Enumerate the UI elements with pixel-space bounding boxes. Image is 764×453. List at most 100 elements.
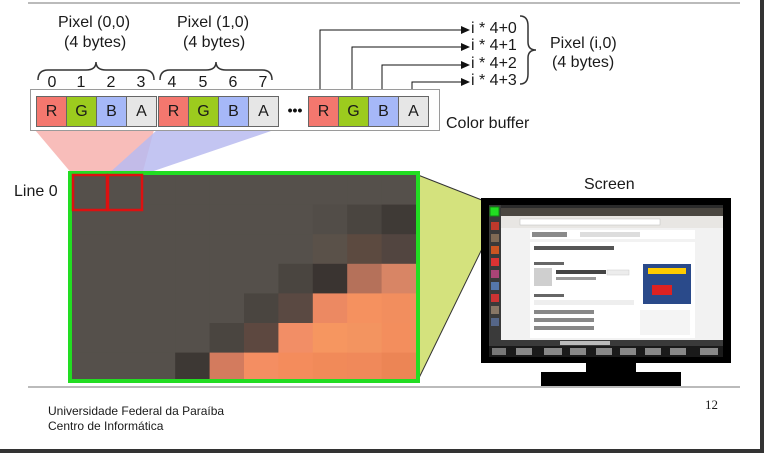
zoomed-pixel [209,263,245,294]
zoomed-pixel [106,293,142,324]
zoomed-pixel [72,175,107,206]
zoomed-pixel [347,323,383,354]
zoomed-pixel [106,175,142,206]
zoomed-pixel [209,175,245,206]
zoomed-pixel [278,293,314,324]
zoomed-pixel [140,323,176,354]
offset-2: i * 4+2 [471,55,517,72]
zoomed-pixel [106,323,142,354]
buffer-cell: A [126,96,157,127]
zoomed-pixel [72,323,107,354]
screen-label: Screen [584,176,635,193]
zoomed-pixel [209,323,245,354]
zoomed-pixel [106,234,142,265]
zoomed-pixel [347,293,383,324]
byte-index: 7 [258,74,268,91]
zoomed-pixel [312,234,348,265]
zoomed-pixel [278,323,314,354]
zoomed-pixel [72,234,107,265]
buffer-cell: B [368,96,399,127]
zoomed-pixel [381,352,417,383]
zoomed-pixel [347,175,383,206]
zoomed-pixel [278,204,314,235]
offsets-brace [519,15,537,85]
zoomed-pixel [381,204,417,235]
zoomed-pixel [175,352,211,383]
pixel1-title: Pixel (1,0) [177,14,250,31]
buffer-cell: A [248,96,279,127]
pixel0-brace [37,61,155,81]
zoomed-pixel [347,352,383,383]
zoomed-pixel [106,263,142,294]
offset-0: i * 4+0 [471,20,517,37]
offset-3: i * 4+3 [471,72,517,89]
zoomed-pixel [312,352,348,383]
zoomed-pixel [106,352,142,383]
zoomed-pixel [244,293,279,324]
zoomed-pixel [175,293,211,324]
zoomed-pixel [140,293,176,324]
zoomed-pixel [381,234,417,265]
pixelI-size: (4 bytes) [552,54,615,71]
byte-index: 2 [106,74,116,91]
line-label: Line 0 [14,183,58,200]
zoomed-pixel [381,293,417,324]
zoomed-pixel [140,204,176,235]
byte-index: 4 [167,74,177,91]
screen-zoom-projection [418,175,500,380]
pixel0-size: (4 bytes) [64,34,127,51]
zoomed-pixel [347,263,383,294]
zoomed-pixel [209,293,245,324]
buffer-ellipsis: ••• [287,102,303,118]
buffer-cell: G [188,96,219,127]
byte-index: 5 [198,74,208,91]
color-buffer-label: Color buffer [446,115,530,132]
zoomed-pixel [381,323,417,354]
offset-arrows [319,29,464,94]
footer-university: Universidade Federal da Paraíba [48,404,225,418]
zoomed-pixel [175,175,211,206]
buffer-cell: A [398,96,429,127]
page-number: 12 [705,397,718,412]
zoomed-pixel [244,323,279,354]
color-buffer: R G B A R G B A ••• R G B A [30,89,440,131]
zoomed-pixel [381,263,417,294]
zoomed-pixel [278,352,314,383]
pixelI-title: Pixel (i,0) [550,35,617,52]
byte-index: 6 [228,74,238,91]
zoomed-pixel [312,204,348,235]
zoomed-pixel [347,204,383,235]
zoomed-pixel [72,293,107,324]
footer-center: Centro de Informática [48,419,164,433]
byte-index: 3 [136,74,146,91]
zoomed-pixel [175,204,211,235]
zoomed-pixel-grid [72,175,417,383]
zoomed-pixel [278,234,314,265]
pixel1-highlight [106,173,144,212]
pixel1-projection [107,130,274,175]
zoomed-pixel [140,234,176,265]
zoomed-pixel [209,352,245,383]
zoomed-pixel [209,204,245,235]
buffer-cell: R [36,96,67,127]
buffer-cell: B [96,96,127,127]
buffer-cell: B [218,96,249,127]
zoomed-pixel [72,263,107,294]
zoomed-pixel [312,263,348,294]
screen-monitor [481,198,731,386]
zoomed-pixel [72,352,107,383]
zoomed-pixel [244,352,279,383]
byte-index: 1 [76,74,86,91]
offset-1: i * 4+1 [471,37,517,54]
zoomed-pixel [278,263,314,294]
pixel1-brace [159,61,273,81]
zoomed-pixel [312,293,348,324]
buffer-cell: R [158,96,189,127]
zoomed-pixel [175,234,211,265]
zoomed-pixel [278,175,314,206]
zoomed-pixel [140,263,176,294]
zoomed-pixel [381,175,417,206]
